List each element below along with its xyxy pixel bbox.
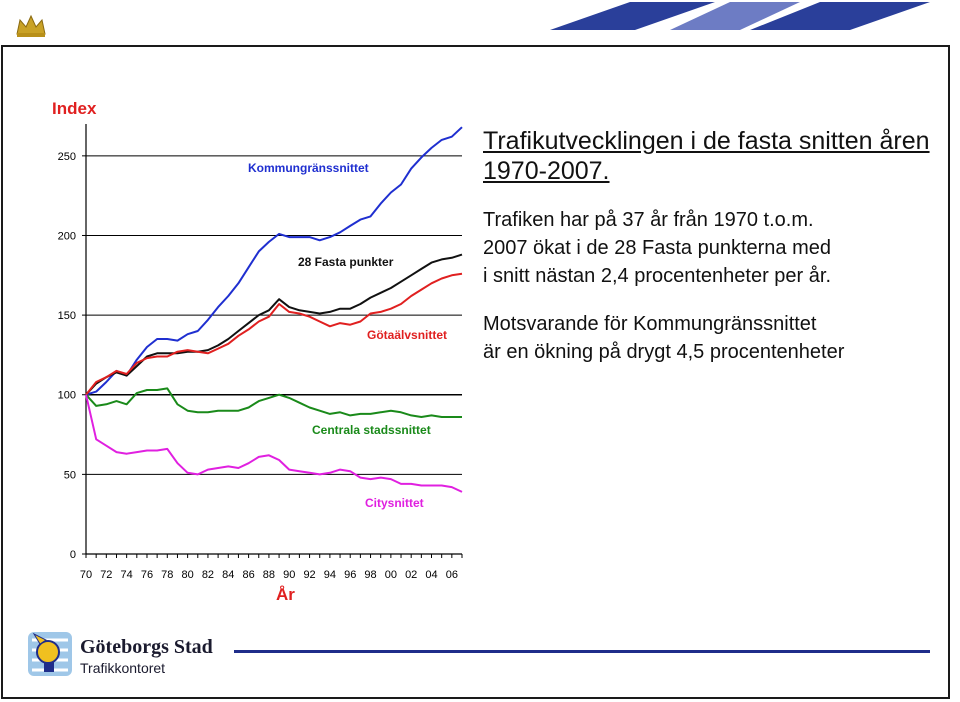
x-tick-label: 76 (141, 569, 153, 581)
slide-heading: Trafikutvecklingen i de fasta snitten år… (483, 127, 930, 185)
x-tick-label: 70 (80, 569, 92, 581)
y-tick-label: 250 (58, 151, 76, 163)
x-tick-label: 04 (425, 569, 437, 581)
x-tick-label: 90 (283, 569, 295, 581)
series-line-1 (85, 253, 463, 396)
x-tick-label: 78 (161, 569, 173, 581)
x-tick-label: 02 (405, 569, 417, 581)
series-label-city: Citysnittet (365, 496, 424, 510)
org-department: Trafikkontoret (80, 660, 166, 676)
x-tick-label: 00 (385, 569, 397, 581)
y-tick-label: 0 (70, 549, 76, 561)
y-tick-label: 150 (58, 310, 76, 322)
slide-text-panel: Trafikutvecklingen i de fasta snitten år… (483, 126, 933, 366)
series-label-centrala: Centrala stadssnittet (312, 423, 431, 437)
x-axis-title: År (276, 585, 295, 604)
slide-paragraph-1: Trafiken har på 37 år från 1970 t.o.m. 2… (483, 209, 832, 287)
series-label-28-fasta: 28 Fasta punkter (298, 255, 394, 269)
x-tick-label: 94 (324, 569, 336, 581)
x-tick-label: 96 (344, 569, 356, 581)
x-tick-label: 06 (446, 569, 458, 581)
x-tick-label: 88 (263, 569, 275, 581)
series-line-2 (85, 272, 463, 396)
org-name: Göteborgs Stad (80, 636, 213, 658)
header-stripes-decoration (550, 2, 930, 30)
series-line-3 (85, 387, 462, 418)
series-line-4 (85, 394, 463, 493)
slide-paragraph-2: Motsvarande för Kommungränssnittet är en… (483, 313, 845, 363)
y-tick-label: 200 (58, 230, 76, 242)
y-tick-label: 50 (64, 469, 76, 481)
goteborg-lion-logo-icon (28, 632, 72, 676)
slide-frame (1, 45, 950, 699)
x-tick-label: 98 (364, 569, 376, 581)
x-tick-label: 74 (121, 569, 133, 581)
footer-rule (234, 650, 930, 653)
x-tick-label: 80 (181, 569, 193, 581)
series-label-gotaalv: Götaälvsnittet (367, 328, 447, 342)
x-tick-label: 86 (242, 569, 254, 581)
crown-crest-icon (16, 14, 46, 37)
x-tick-label: 92 (303, 569, 315, 581)
x-tick-label: 82 (202, 569, 214, 581)
series-line-0 (85, 126, 463, 396)
y-tick-label: 100 (58, 390, 76, 402)
y-axis-title: Index (52, 99, 97, 118)
x-tick-label: 72 (100, 569, 112, 581)
series-label-kommungrans: Kommungränssnittet (248, 161, 369, 175)
x-tick-label: 84 (222, 569, 234, 581)
